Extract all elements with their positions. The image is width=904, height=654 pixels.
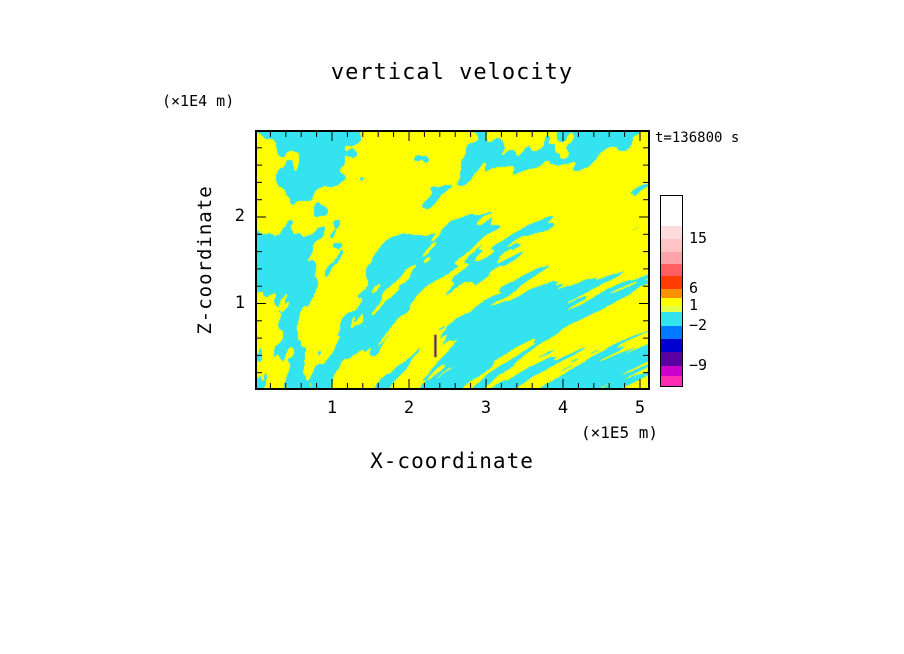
colorbar-tick-label: −9 — [689, 356, 708, 375]
colorbar-segment — [661, 289, 682, 298]
x-tick-label: 5 — [634, 398, 646, 418]
y-axis-label: Z-coordinate — [194, 185, 216, 335]
colorbar-segment — [661, 252, 682, 264]
colorbar-segment — [661, 264, 682, 276]
time-annotation: t=136800 s — [655, 130, 740, 146]
colorbar-tick-label: 6 — [689, 278, 699, 297]
colorbar-tick-label: −2 — [689, 315, 708, 334]
colorbar — [660, 195, 683, 387]
colorbar-segment — [661, 339, 682, 352]
colorbar-segment — [661, 298, 682, 306]
colorbar-segment — [661, 312, 682, 326]
plot-area — [255, 130, 650, 390]
x-tick-label: 3 — [480, 398, 492, 418]
x-axis-unit-label: (×1E5 m) — [580, 423, 658, 442]
colorbar-tick-label: 15 — [689, 228, 708, 247]
colorbar-segment — [661, 276, 682, 289]
colorbar-segment — [661, 376, 682, 386]
y-axis-unit-label: (×1E4 m) — [162, 92, 235, 110]
colorbar-segment — [661, 326, 682, 339]
colorbar-tick-label: 1 — [689, 296, 699, 314]
colorbar-segment — [661, 366, 682, 376]
colorbar-segment — [661, 352, 682, 366]
colorbar-segment — [661, 196, 682, 226]
colorbar-segment — [661, 239, 682, 252]
velocity-field-canvas — [257, 132, 648, 388]
colorbar-segment — [661, 306, 682, 312]
x-tick-label: 4 — [557, 398, 569, 418]
x-tick-label: 2 — [403, 398, 415, 418]
y-tick-label: 1 — [234, 292, 245, 313]
x-tick-label: 1 — [326, 398, 338, 418]
colorbar-segment — [661, 226, 682, 239]
y-tick-label: 2 — [234, 206, 245, 226]
x-axis-label: X-coordinate — [370, 449, 534, 473]
chart-title: vertical velocity — [330, 60, 574, 85]
